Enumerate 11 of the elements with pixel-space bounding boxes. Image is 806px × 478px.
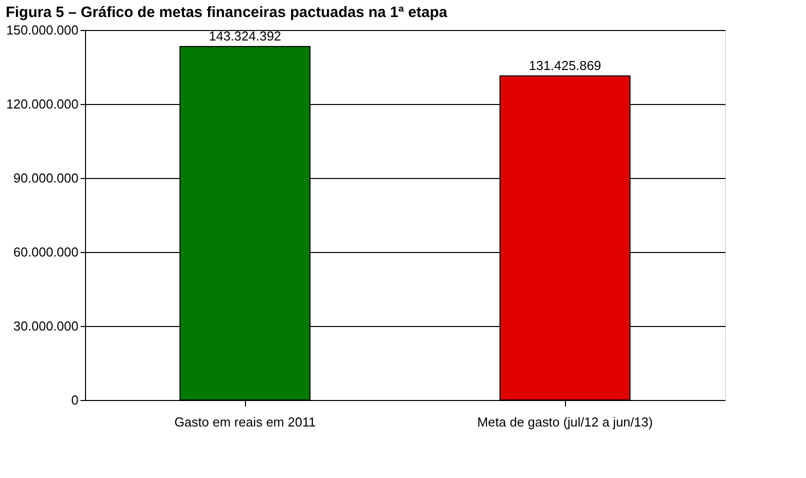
x-tick-label: Gasto em reais em 2011 [174, 414, 316, 430]
chart-title: Figura 5 – Gráfico de metas financeiras pactuadas na 1ª etapa [6, 4, 448, 21]
y-tick-label: 120.000.000 [6, 96, 78, 112]
y-tick-label: 90.000.000 [13, 170, 78, 186]
data-label: 131.425.869 [528, 58, 602, 73]
data-label: 143.324.392 [208, 28, 282, 44]
x-tick-label: Meta de gasto (jul/12 a jun/13) [477, 414, 653, 430]
y-tick-label: 150.000.000 [6, 22, 78, 38]
y-tick-label: 30.000.000 [13, 318, 78, 334]
y-tick-label: 0 [71, 392, 78, 408]
y-tick-label: 60.000.000 [13, 244, 78, 260]
